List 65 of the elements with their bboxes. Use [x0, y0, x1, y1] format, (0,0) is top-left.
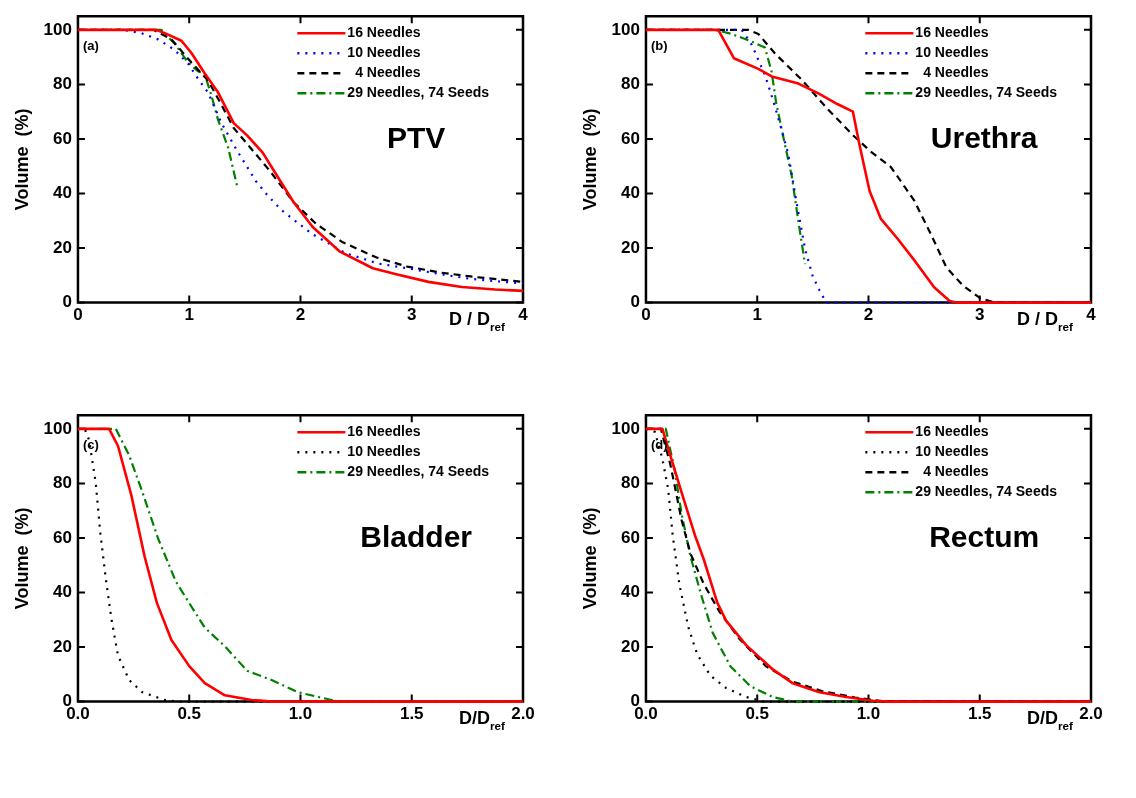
y-tick-label: 100	[43, 19, 72, 39]
legend-label: 16 Needles	[347, 423, 421, 440]
y-tick-label: 60	[53, 527, 72, 547]
annotation: (c)	[82, 437, 99, 453]
x-tick-label: 2.0	[1079, 704, 1103, 724]
annotation: Rectum	[929, 519, 1040, 553]
legend-label: 29 Needles, 74 Seeds	[915, 84, 1058, 101]
legend-label: 29 Needles, 74 Seeds	[347, 463, 490, 480]
x-tick-label: 3	[975, 305, 985, 325]
legend-label: 16 Needles	[915, 24, 989, 41]
x-tick-label: 1	[184, 305, 194, 325]
legend-label: 10 Needles	[915, 44, 989, 61]
x-tick-label: 4	[1086, 305, 1097, 325]
legend-label: 29 Needles, 74 Seeds	[347, 84, 490, 101]
y-tick-label: 100	[611, 418, 640, 438]
legend-label: 16 Needles	[915, 423, 989, 440]
legend-label: 4 Needles	[915, 64, 989, 81]
y-tick-label: 80	[621, 74, 640, 94]
x-tick-label: 2	[863, 305, 874, 325]
x-tick-label: 0.5	[177, 704, 202, 724]
x-tick-label: 2	[295, 305, 306, 325]
y-tick-label: 20	[621, 636, 640, 656]
y-tick-label: 100	[611, 19, 640, 39]
x-tick-label: 1.0	[288, 704, 313, 724]
y-axis-title: Volume (%)	[11, 507, 32, 610]
annotation: Urethra	[930, 120, 1038, 154]
x-tick-label: 1	[752, 305, 762, 325]
x-tick-label: 2.0	[511, 704, 535, 724]
y-tick-label: 60	[621, 128, 640, 148]
y-tick-label: 80	[53, 74, 72, 94]
legend-label: 16 Needles	[347, 24, 421, 41]
y-tick-label: 0	[62, 292, 72, 312]
y-tick-label: 20	[53, 636, 72, 656]
y-tick-label: 20	[621, 237, 640, 257]
y-tick-label: 40	[53, 582, 72, 602]
y-tick-label: 40	[621, 582, 640, 602]
y-tick-label: 40	[53, 183, 72, 203]
annotation: (a)	[82, 38, 99, 54]
x-tick-label: 1.5	[967, 704, 992, 724]
annotation: (d)	[650, 437, 668, 453]
y-tick-label: 40	[621, 183, 640, 203]
y-tick-label: 60	[621, 527, 640, 547]
y-axis-title: Volume (%)	[579, 507, 600, 610]
y-tick-label: 80	[53, 473, 72, 493]
x-tick-label: 4	[518, 305, 529, 325]
legend-label: 29 Needles, 74 Seeds	[915, 483, 1058, 500]
legend-label: 10 Needles	[347, 443, 421, 460]
y-axis-title: Volume (%)	[579, 108, 600, 211]
x-tick-label: 0.5	[745, 704, 770, 724]
annotation: Bladder	[360, 519, 473, 553]
y-axis-title: Volume (%)	[11, 108, 32, 211]
legend-label: 4 Needles	[915, 463, 989, 480]
legend-label: 10 Needles	[347, 44, 421, 61]
y-tick-label: 80	[621, 473, 640, 493]
x-tick-label: 3	[407, 305, 417, 325]
y-tick-label: 60	[53, 128, 72, 148]
y-tick-label: 100	[43, 418, 72, 438]
y-tick-label: 0	[630, 292, 640, 312]
legend-label: 10 Needles	[915, 443, 989, 460]
legend-label: 4 Needles	[347, 64, 421, 81]
y-tick-label: 20	[53, 237, 72, 257]
annotation: PTV	[387, 120, 446, 154]
annotation: (b)	[650, 38, 668, 54]
x-tick-label: 1.5	[399, 704, 424, 724]
x-tick-label: 1.0	[856, 704, 881, 724]
